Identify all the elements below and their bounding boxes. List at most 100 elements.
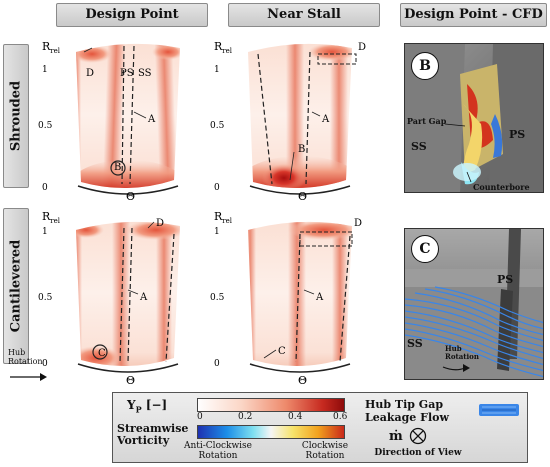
blade-ss-surface (497, 289, 513, 371)
streamline (414, 292, 543, 336)
hub-hot-spot (262, 164, 306, 189)
panel-cantilevered-near-stall: Rrel 1 0.5 0 D A C Θ (208, 204, 388, 387)
hub-surface (405, 269, 543, 379)
label-a: A (315, 292, 324, 303)
r-tick-0: 0 (214, 183, 220, 193)
cfd-label-part-gap: Part Gap (407, 116, 447, 126)
legend-yp-main: Y (127, 398, 136, 412)
tip-loss-region (308, 43, 352, 61)
legend-anticlockwise-line2: Rotation (198, 451, 238, 461)
r-tick-0: 0 (214, 359, 220, 369)
cfd-hub-rotation: Hub Rotation (445, 345, 479, 361)
legend-yp-tick-04: 0.4 (288, 412, 303, 422)
direction-of-view-icon (409, 427, 427, 445)
legend-vorticity-title: Streamwise Vorticity (117, 423, 188, 447)
label-d: D (358, 42, 366, 53)
blade-line-ps (119, 227, 125, 363)
wake-b (330, 43, 348, 189)
wake-c (76, 221, 82, 367)
leader-c (263, 349, 277, 359)
r-axis-label: Rrel (42, 40, 61, 55)
legend-yp-tick-0: 0 (197, 412, 203, 422)
legend-yp-title: YP [−] (127, 398, 167, 414)
cfd-label-counterbore-gap: Counterbore Gap (473, 182, 530, 192)
wake-a (112, 221, 130, 367)
hub-rotation-line1: Hub (8, 348, 26, 357)
cfd-hub-rotation-line2: Rotation (445, 352, 479, 361)
r-tick-05: 0.5 (210, 121, 225, 131)
r-tick-05: 0.5 (38, 121, 53, 131)
label-c: C (278, 346, 286, 357)
streamline (405, 322, 543, 366)
tip-region-box-d (299, 231, 353, 247)
legend-clockwise-line1: Clockwise (301, 441, 349, 451)
hub-band (405, 269, 543, 287)
leader-a (311, 111, 321, 117)
streamline (424, 288, 543, 330)
tip-loss-region (152, 44, 180, 60)
hub-arc (77, 185, 179, 195)
hub-arc (249, 363, 351, 373)
legend-yp-tick-06: 0.6 (333, 412, 348, 422)
cfd-cantilevered-view: C PS SS Hub Rotation (404, 228, 544, 380)
marker-c-cfd: C (411, 235, 439, 263)
label-ss: SS (138, 68, 152, 79)
blade-ps-surface (489, 44, 543, 192)
legend-leakage-title: Hub Tip Gap Leakage Flow (365, 398, 449, 424)
leader-d (147, 221, 155, 229)
r-axis-label: Rrel (214, 40, 233, 55)
leader-a (303, 289, 315, 295)
blade-line-ss (129, 45, 135, 185)
streamline (405, 310, 543, 354)
hub-arc (77, 363, 179, 373)
label-a: A (139, 292, 148, 303)
theta-label: Θ (298, 190, 307, 202)
blade-line-right (165, 233, 175, 363)
leader-a (133, 111, 147, 119)
label-c: C (98, 348, 106, 359)
wake-b (332, 221, 348, 367)
legend-vorticity-colorbar (197, 425, 345, 439)
row-header-cantilevered-label: Cantilevered (8, 239, 24, 333)
label-ps: PS (120, 68, 134, 79)
legend-box: YP [−] 0 0.2 0.4 0.6 Streamwise Vorticit… (112, 392, 528, 463)
streamline (405, 316, 543, 360)
label-b: B (114, 162, 121, 173)
theta-label: Θ (126, 374, 135, 386)
streamline (405, 298, 543, 342)
legend-leakage-title-line1: Hub Tip Gap (365, 398, 444, 411)
cfd-label-ps: PS (509, 128, 526, 141)
leader-a (127, 289, 139, 295)
header-design-point: Design Point (56, 3, 208, 27)
legend-yp-sub: P (135, 404, 142, 415)
cfd-label-ss: SS (407, 337, 423, 350)
blade-line-ps (257, 53, 273, 185)
blade-line-ss (305, 51, 311, 185)
r-tick-0: 0 (42, 183, 48, 193)
r-tick-05: 0.5 (38, 293, 53, 303)
marker-c-cfd-label: C (419, 241, 431, 257)
row-header-shrouded-label: Shrouded (8, 80, 24, 152)
label-a: A (321, 114, 330, 125)
cfd-shrouded-render (405, 44, 543, 192)
header-cfd: Design Point - CFD (400, 3, 547, 27)
label-d: D (354, 218, 362, 229)
vorticity-blue (491, 114, 503, 158)
streamline (405, 334, 543, 378)
r-tick-0: 0 (42, 359, 48, 369)
tip-loss-region (126, 221, 180, 240)
r-axis-label: Rrel (42, 210, 61, 225)
cfd-label-ss: SS (411, 140, 427, 153)
legend-vorticity-title-line1: Streamwise (117, 422, 189, 435)
leakage-streamlines (405, 286, 543, 378)
r-tick-05: 0.5 (210, 293, 225, 303)
tip-region-box-d (317, 53, 357, 65)
wake-b (154, 43, 178, 189)
marker-b-cfd-label: B (419, 58, 431, 74)
legend-vorticity-title-line2: Vorticity (117, 434, 170, 447)
wake-b (156, 221, 172, 367)
label-d: D (86, 68, 94, 79)
label-b: B (298, 144, 305, 155)
vorticity-yellow (463, 104, 483, 174)
row-header-shrouded: Shrouded (3, 44, 29, 188)
